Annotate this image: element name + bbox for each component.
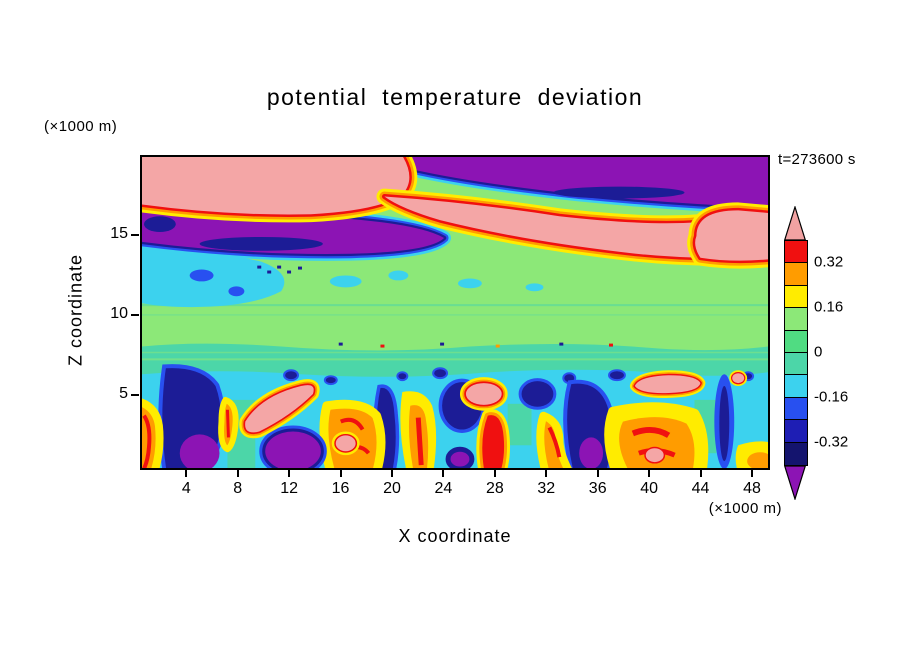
colorbar-upper-arrow [783,204,807,241]
x-tick-mark [442,470,445,477]
x-tick-mark [545,470,548,477]
x-tick-label: 32 [537,480,556,497]
colorbar-segment [785,442,807,465]
plot-area [140,155,770,470]
colorbar-segment [785,352,807,376]
x-tick-label: 16 [331,480,350,497]
x-tick-mark [596,470,599,477]
x-tick-mark [185,470,188,477]
colorbar [784,240,808,466]
x-tick-mark [751,470,753,477]
x-tick-label: 40 [640,480,659,497]
colorbar-lower-arrow [783,465,807,502]
x-tick-mark [699,470,702,477]
boundary-layer-cold-pools [162,368,755,468]
colorbar-tick-label: 0.16 [814,298,844,316]
x-tick-mark [236,470,239,477]
y-tick-mark [131,233,139,236]
small-specks [257,265,613,348]
x-tick-mark [339,470,342,477]
y-tick-label: 15 [110,224,128,242]
colorbar-segment [785,397,807,421]
x-tick-label: 44 [691,480,710,497]
x-axis-units: (×1000 m) [708,500,782,517]
x-tick-label: 48 [743,480,761,497]
contour-field [142,157,768,468]
colorbar-segment [785,330,807,353]
colorbar-tick-label: 0 [814,343,823,361]
colorbar-tick-label: -0.16 [814,388,849,406]
upper-negative-anomaly [142,157,768,254]
x-tick-mark [391,470,393,477]
colorbar-segment [785,375,807,398]
x-tick-mark [648,470,651,477]
boundary-layer-warm-plumes [142,391,768,468]
x-tick-label: 12 [280,480,299,497]
x-tick-label: 28 [485,480,504,497]
colorbar-segment [785,308,807,331]
x-axis-label: X coordinate [398,526,512,546]
y-axis-label: Z coordinate [65,253,86,367]
y-tick-mark [131,313,139,316]
timestamp-annotation: t=273600 s [778,151,856,168]
y-axis-units: (×1000 m) [44,118,118,135]
y-tick-label: 5 [119,384,128,402]
x-tick-label: 4 [181,480,191,497]
x-tick-label: 36 [588,480,607,497]
x-tick-mark [288,470,291,477]
x-tick-label: 24 [434,480,453,497]
y-tick-mark [131,393,139,396]
x-tick-label: 8 [233,480,243,497]
colorbar-segment [785,241,807,264]
colorbar-segment [785,285,807,309]
chart-title: potential temperature deviation [266,84,644,110]
x-tick-label: 20 [383,480,401,497]
y-tick-label: 10 [110,304,128,322]
colorbar-tick-label: 0.32 [814,253,844,271]
colorbar-tick-label: -0.32 [814,433,849,451]
colorbar-segment [785,420,807,443]
x-tick-mark [493,470,496,477]
colorbar-segment [785,263,807,286]
midlevel-cyan-patches [142,248,544,308]
